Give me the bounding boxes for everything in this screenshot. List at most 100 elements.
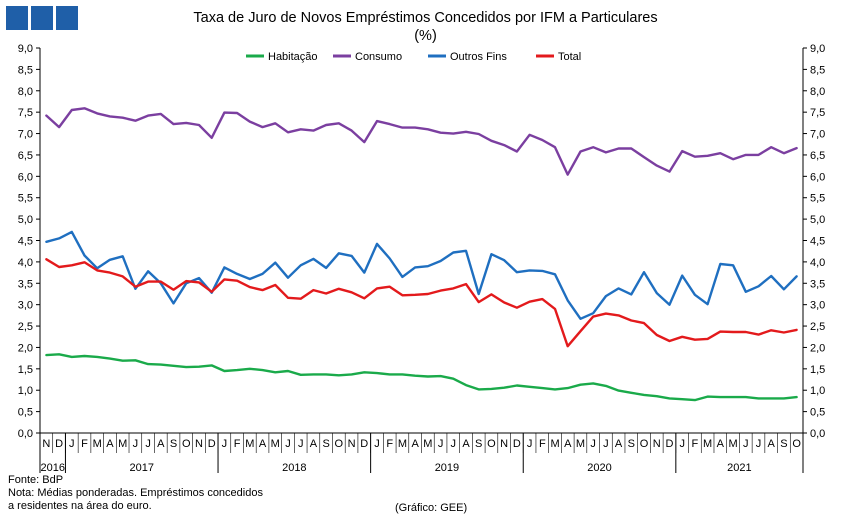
x-month-label: M (93, 438, 102, 450)
y-tick-label-right: 8,0 (810, 86, 825, 98)
brand-logo-block-2 (31, 6, 53, 30)
methodology-note-line1: Nota: Médias ponderadas. Empréstimos con… (8, 487, 263, 499)
x-month-label: J (743, 438, 749, 450)
x-year-label: 2020 (587, 462, 611, 474)
x-year-label: 2021 (727, 462, 751, 474)
x-month-label: M (245, 438, 254, 450)
y-tick-label-left: 4,0 (18, 257, 33, 269)
x-month-label: A (615, 438, 623, 450)
chart-title-unit: (%) (414, 28, 437, 44)
legend-label: Outros Fins (450, 51, 507, 63)
chart-notes: Fonte: BdP Nota: Médias ponderadas. Empr… (8, 474, 263, 513)
y-tick-label-left: 6,0 (18, 171, 33, 183)
y-tick-label-left: 1,5 (18, 364, 33, 376)
x-month-label: S (475, 438, 482, 450)
x-month-label: J (679, 438, 685, 450)
x-month-label: S (170, 438, 177, 450)
x-month-label: S (628, 438, 635, 450)
x-month-label: M (423, 438, 432, 450)
x-month-label: N (500, 438, 508, 450)
y-tick-label-right: 9,0 (810, 43, 825, 55)
x-month-label: M (271, 438, 280, 450)
chart-credit: (Gráfico: GEE) (395, 502, 468, 514)
y-tick-label-left: 0,0 (18, 428, 33, 440)
x-month-label: F (539, 438, 546, 450)
x-year-label: 2016 (40, 462, 64, 474)
source-note: Fonte: BdP (8, 474, 64, 486)
y-tick-label-right: 7,0 (810, 129, 825, 141)
y-tick-label-right: 3,5 (810, 278, 825, 290)
x-month-label: S (322, 438, 329, 450)
legend-label: Total (558, 51, 581, 63)
x-month-label: N (42, 438, 50, 450)
x-month-label: J (451, 438, 457, 450)
y-tick-label-right: 8,5 (810, 64, 825, 76)
x-month-label: M (576, 438, 585, 450)
x-month-label: N (653, 438, 661, 450)
y-tick-label-left: 5,5 (18, 193, 33, 205)
x-month-label: F (692, 438, 699, 450)
y-tick-label-right: 1,5 (810, 364, 825, 376)
series-line-habita-o (45, 353, 798, 402)
x-month-label: J (285, 438, 291, 450)
x-month-label: F (386, 438, 393, 450)
y-tick-label-left: 7,5 (18, 107, 33, 119)
y-tick-label-left: 7,0 (18, 129, 33, 141)
y-tick-label-right: 0,0 (810, 428, 825, 440)
x-month-label: J (298, 438, 304, 450)
x-month-label: M (703, 438, 712, 450)
x-month-label: A (106, 438, 114, 450)
x-month-label: J (756, 438, 762, 450)
y-tick-label-left: 1,0 (18, 385, 33, 397)
x-year-label: 2017 (129, 462, 153, 474)
x-month-label: J (527, 438, 533, 450)
y-tick-label-left: 0,5 (18, 407, 33, 419)
y-tick-label-right: 5,0 (810, 214, 825, 226)
y-tick-label-left: 8,5 (18, 64, 33, 76)
brand-logo-block-3 (56, 6, 78, 30)
y-tick-label-right: 1,0 (810, 385, 825, 397)
x-month-label: D (360, 438, 368, 450)
x-month-label: O (335, 438, 344, 450)
legend-label: Consumo (355, 51, 402, 63)
y-tick-label-left: 8,0 (18, 86, 33, 98)
x-month-label: J (133, 438, 139, 450)
methodology-note-line2: a residentes na área do euro. (8, 500, 152, 512)
y-tick-label-right: 0,5 (810, 407, 825, 419)
chart-title: Taxa de Juro de Novos Empréstimos Conced… (0, 9, 851, 45)
x-month-label: O (487, 438, 496, 450)
x-month-label: J (145, 438, 151, 450)
series-line-total (45, 258, 798, 348)
x-month-label: D (55, 438, 63, 450)
x-month-label: A (157, 438, 165, 450)
y-tick-label-left: 6,5 (18, 150, 33, 162)
legend-label: Habitação (268, 51, 318, 63)
x-month-label: J (69, 438, 75, 450)
x-month-label: S (780, 438, 787, 450)
x-month-label: J (590, 438, 596, 450)
x-month-label: J (438, 438, 444, 450)
x-month-label: N (195, 438, 203, 450)
x-month-label: A (259, 438, 267, 450)
series-line-consumo (45, 107, 798, 176)
x-month-label: J (603, 438, 609, 450)
x-month-label: O (640, 438, 649, 450)
y-tick-label-left: 5,0 (18, 214, 33, 226)
y-tick-label-left: 9,0 (18, 43, 33, 55)
x-month-label: J (374, 438, 380, 450)
x-month-label: A (717, 438, 725, 450)
y-tick-label-right: 7,5 (810, 107, 825, 119)
y-tick-label-left: 3,0 (18, 300, 33, 312)
x-month-label: A (564, 438, 572, 450)
x-month-label: M (118, 438, 127, 450)
y-tick-label-right: 5,5 (810, 193, 825, 205)
x-month-label: A (768, 438, 776, 450)
y-tick-label-right: 4,0 (810, 257, 825, 269)
x-month-label: O (792, 438, 801, 450)
y-tick-label-right: 3,0 (810, 300, 825, 312)
x-month-label: M (398, 438, 407, 450)
series-line-outros-fins (45, 230, 798, 320)
x-month-label: F (81, 438, 88, 450)
x-month-label: D (665, 438, 673, 450)
